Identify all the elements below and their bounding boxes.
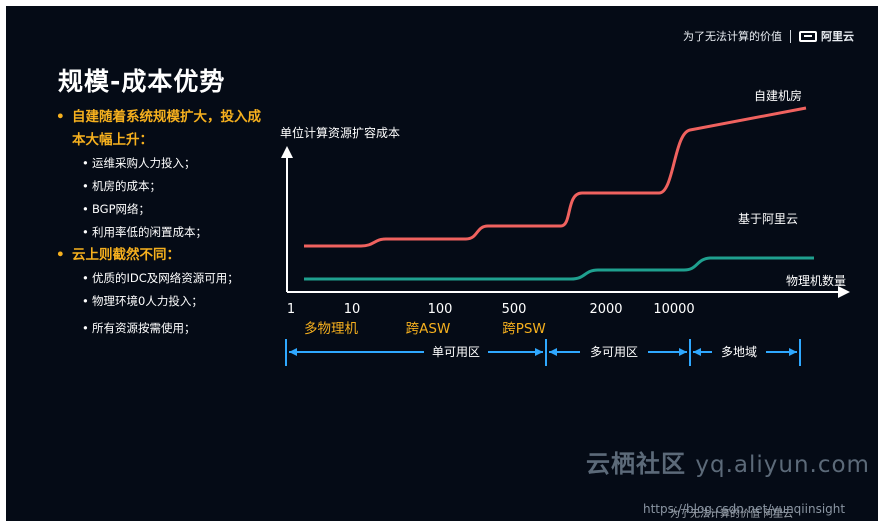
y-axis-label: 单位计算资源扩容成本 [280,125,400,140]
bullet-dot-icon: • [82,179,89,193]
watermark: 云栖社区 yq.aliyun.com [586,444,870,479]
range-label: 多地域 [721,345,757,359]
x-tick-label: 500 [502,302,527,317]
aliyun-logo-icon [799,30,817,42]
x-tick-label: 100 [428,302,453,317]
bullet-primary: • 云上则截然不同： [52,244,272,267]
sub-bullet: • BGP网络； [52,198,272,221]
sub-bullet-text: 运维采购人力投入； [92,156,196,170]
stage-label: 跨PSW [502,321,546,337]
header-brand: 为了无法计算的价值 阿里云 [683,28,854,44]
source-url: https://blog.csdn.net/yunqiinsight [643,502,846,516]
bullet-dot-icon: • [56,247,65,263]
aliyun-logo: 阿里云 [799,28,854,44]
x-axis-label: 物理机数量 [786,273,846,288]
header-brand-name: 阿里云 [821,30,854,43]
footer-brand-name: 阿里云 [763,509,794,520]
series-label-aliyun: 基于阿里云 [738,212,798,226]
range-label: 单可用区 [432,345,480,359]
bullet-dot-icon: • [82,225,89,239]
x-tick-label: 2000 [589,302,622,317]
bullet-dot-icon: • [82,321,89,335]
bullet-dot-icon: • [82,202,89,216]
watermark-text: 云栖社区 [586,450,686,478]
bullet-dot-icon: • [82,271,89,285]
series-label-self-built: 自建机房 [754,88,802,103]
footer-slogan: 为了无法计算的价值 [670,509,760,520]
series-line-self-built [304,106,807,248]
bullet-text: 云上则截然不同： [72,247,180,263]
series-line-aliyun [304,256,814,281]
sub-bullet-text: 优质的IDC及网络资源可用； [92,271,239,285]
bullet-list: • 自建随着系统规模扩大，投入成本大幅上升： • 运维采购人力投入； • 机房的成本；… [52,106,272,340]
sub-bullet: • 所有资源按需使用； [52,317,272,340]
footer-brand: 为了无法计算的价值 阿里云 [670,505,793,520]
sub-bullet: • 物理环境0人力投入； [52,290,272,313]
x-tick-label: 10 [344,302,361,317]
header-divider [790,29,791,43]
bullet-dot-icon: • [82,156,89,170]
watermark-domain: yq.aliyun.com [695,452,870,478]
sub-bullet: • 优质的IDC及网络资源可用； [52,267,272,290]
range-brackets [285,339,801,366]
slide-title: 规模-成本优势 [58,67,226,96]
range-label: 多可用区 [590,345,638,359]
stage-label: 跨ASW [406,321,451,337]
bullet-primary: • 自建随着系统规模扩大，投入成本大幅上升： [52,106,272,152]
sub-bullet-text: BGP网络； [92,202,151,216]
stage-label: 多物理机 [304,320,358,337]
bullet-dot-icon: • [56,109,65,125]
bullet-text: 自建随着系统规模扩大，投入成本大幅上升： [72,109,261,148]
sub-bullet: • 利用率低的闲置成本； [52,221,272,244]
bullet-dot-icon: • [82,294,89,308]
sub-bullet: • 运维采购人力投入； [52,152,272,175]
sub-bullet-text: 机房的成本； [92,179,161,193]
cost-chart: 单位计算资源扩容成本 物理机数量 自建机房 基于阿里云 1 10 100 500… [280,88,850,366]
slide: 为了无法计算的价值 阿里云 规模-成本优势 • 自建随着系统规模扩大，投入成本大幅… [6,6,878,521]
x-tick-label: 1 [287,302,295,317]
sub-bullet: • 机房的成本； [52,175,272,198]
x-tick-label: 10000 [653,302,694,317]
sub-bullet-text: 物理环境0人力投入； [92,294,203,308]
header-slogan: 为了无法计算的价值 [683,30,782,43]
sub-bullet-text: 所有资源按需使用； [92,321,196,335]
sub-bullet-text: 利用率低的闲置成本； [92,225,207,239]
